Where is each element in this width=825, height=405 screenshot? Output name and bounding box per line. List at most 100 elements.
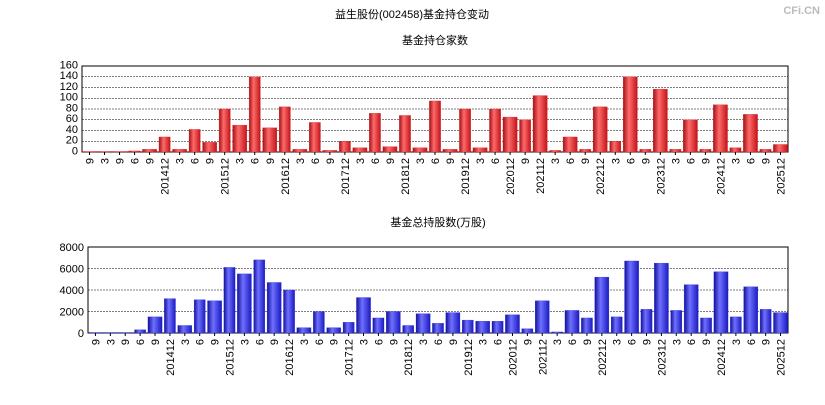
bar bbox=[579, 149, 591, 153]
x-tick-label: 6 bbox=[430, 158, 442, 164]
y-tick-label: 160 bbox=[60, 59, 78, 71]
bar bbox=[322, 150, 338, 153]
bar bbox=[521, 328, 534, 334]
y-tick-label: 140 bbox=[60, 70, 78, 82]
x-tick-label: 3 bbox=[612, 339, 624, 345]
y-tick-label: 0 bbox=[78, 328, 84, 340]
x-tick-label: 3 bbox=[235, 158, 247, 164]
x-tick-label: 9 bbox=[388, 339, 400, 345]
x-tick-label: 3 bbox=[478, 339, 490, 345]
x-tick-label: 201812 bbox=[400, 158, 412, 195]
x-tick-label: 201512 bbox=[220, 158, 232, 195]
x-tick-label: 6 bbox=[373, 339, 385, 345]
bar bbox=[475, 321, 490, 334]
bar bbox=[372, 317, 385, 334]
bar bbox=[352, 147, 368, 153]
y-tick-label: 4000 bbox=[60, 285, 84, 297]
bar bbox=[622, 76, 638, 153]
bar bbox=[412, 147, 428, 153]
bar bbox=[232, 124, 248, 153]
bar bbox=[382, 146, 398, 153]
page-title: 益生股份(002458)基金持仓变动 bbox=[335, 7, 489, 21]
bar bbox=[532, 95, 548, 153]
x-tick-label: 201812 bbox=[403, 339, 415, 376]
bar bbox=[356, 297, 371, 334]
x-tick-label: 9 bbox=[445, 158, 457, 164]
x-tick-label: 3 bbox=[415, 158, 427, 164]
x-tick-label: 3 bbox=[175, 158, 187, 164]
x-tick-label: 9 bbox=[582, 339, 594, 345]
bar bbox=[459, 108, 471, 153]
x-tick-label: 3 bbox=[100, 158, 112, 164]
x-tick-label: 3 bbox=[731, 339, 743, 345]
bar bbox=[713, 104, 728, 153]
x-tick-label: 3 bbox=[610, 158, 622, 164]
x-tick-label: 201912 bbox=[460, 158, 472, 195]
bar bbox=[505, 314, 520, 334]
bar bbox=[164, 298, 176, 334]
x-tick-label: 3 bbox=[105, 339, 117, 345]
bar bbox=[248, 76, 261, 153]
x-tick-label: 9 bbox=[760, 158, 772, 164]
bar bbox=[266, 282, 282, 334]
bar bbox=[147, 316, 163, 334]
x-tick-label: 6 bbox=[685, 158, 697, 164]
bar bbox=[683, 284, 699, 334]
bar bbox=[730, 316, 742, 334]
bar bbox=[342, 322, 355, 334]
bar bbox=[699, 149, 712, 153]
y-tick-label: 80 bbox=[66, 102, 78, 114]
x-tick-label: 201712 bbox=[340, 158, 352, 195]
x-tick-label: 201412 bbox=[165, 339, 177, 376]
bar bbox=[491, 321, 504, 334]
bar bbox=[279, 106, 291, 153]
bar bbox=[98, 151, 111, 153]
bar bbox=[700, 317, 712, 334]
x-tick-label: 3 bbox=[730, 158, 742, 164]
x-tick-label: 6 bbox=[190, 158, 202, 164]
x-tick-label: 9 bbox=[642, 339, 654, 345]
bar bbox=[729, 147, 742, 153]
x-tick-label: 3 bbox=[550, 158, 562, 164]
bar bbox=[445, 312, 461, 334]
y-tick-label: 120 bbox=[60, 81, 78, 93]
bar bbox=[743, 114, 758, 153]
x-tick-label: 6 bbox=[433, 339, 445, 345]
bar bbox=[313, 311, 325, 334]
bar bbox=[309, 122, 321, 153]
x-tick-label: 9 bbox=[700, 158, 712, 164]
y-tick-label: 8000 bbox=[60, 242, 84, 254]
bar bbox=[759, 309, 772, 334]
x-tick-label: 202112 bbox=[537, 339, 549, 375]
y-tick-label: 20 bbox=[66, 135, 78, 147]
x-tick-label: 9 bbox=[385, 158, 397, 164]
x-tick-label: 6 bbox=[370, 158, 382, 164]
x-tick-label: 6 bbox=[627, 339, 639, 345]
x-tick-label: 9 bbox=[120, 339, 132, 345]
bar bbox=[549, 150, 561, 153]
bar bbox=[562, 136, 578, 153]
x-tick-label: 202312 bbox=[656, 339, 668, 376]
x-tick-label: 202012 bbox=[505, 158, 517, 195]
bar bbox=[592, 106, 608, 153]
x-tick-label: 9 bbox=[701, 339, 713, 345]
x-tick-label: 201612 bbox=[280, 158, 292, 195]
watermark: CFi.CN bbox=[783, 5, 820, 17]
x-tick-label: 3 bbox=[552, 339, 564, 345]
bar bbox=[283, 289, 295, 334]
x-tick-label: 201612 bbox=[284, 339, 296, 376]
bar bbox=[462, 319, 474, 334]
x-tick-label: 6 bbox=[745, 158, 757, 164]
bar bbox=[683, 119, 698, 153]
x-tick-label: 9 bbox=[90, 339, 102, 345]
bar bbox=[773, 312, 788, 334]
bar bbox=[415, 313, 431, 334]
x-tick-label: 9 bbox=[85, 158, 97, 164]
x-tick-label: 9 bbox=[640, 158, 652, 164]
x-tick-label: 3 bbox=[355, 158, 367, 164]
x-tick-label: 3 bbox=[180, 339, 192, 345]
x-tick-label: 202312 bbox=[655, 158, 667, 195]
x-tick-label: 9 bbox=[269, 339, 281, 345]
x-tick-label: 3 bbox=[475, 158, 487, 164]
x-tick-label: 9 bbox=[205, 158, 217, 164]
